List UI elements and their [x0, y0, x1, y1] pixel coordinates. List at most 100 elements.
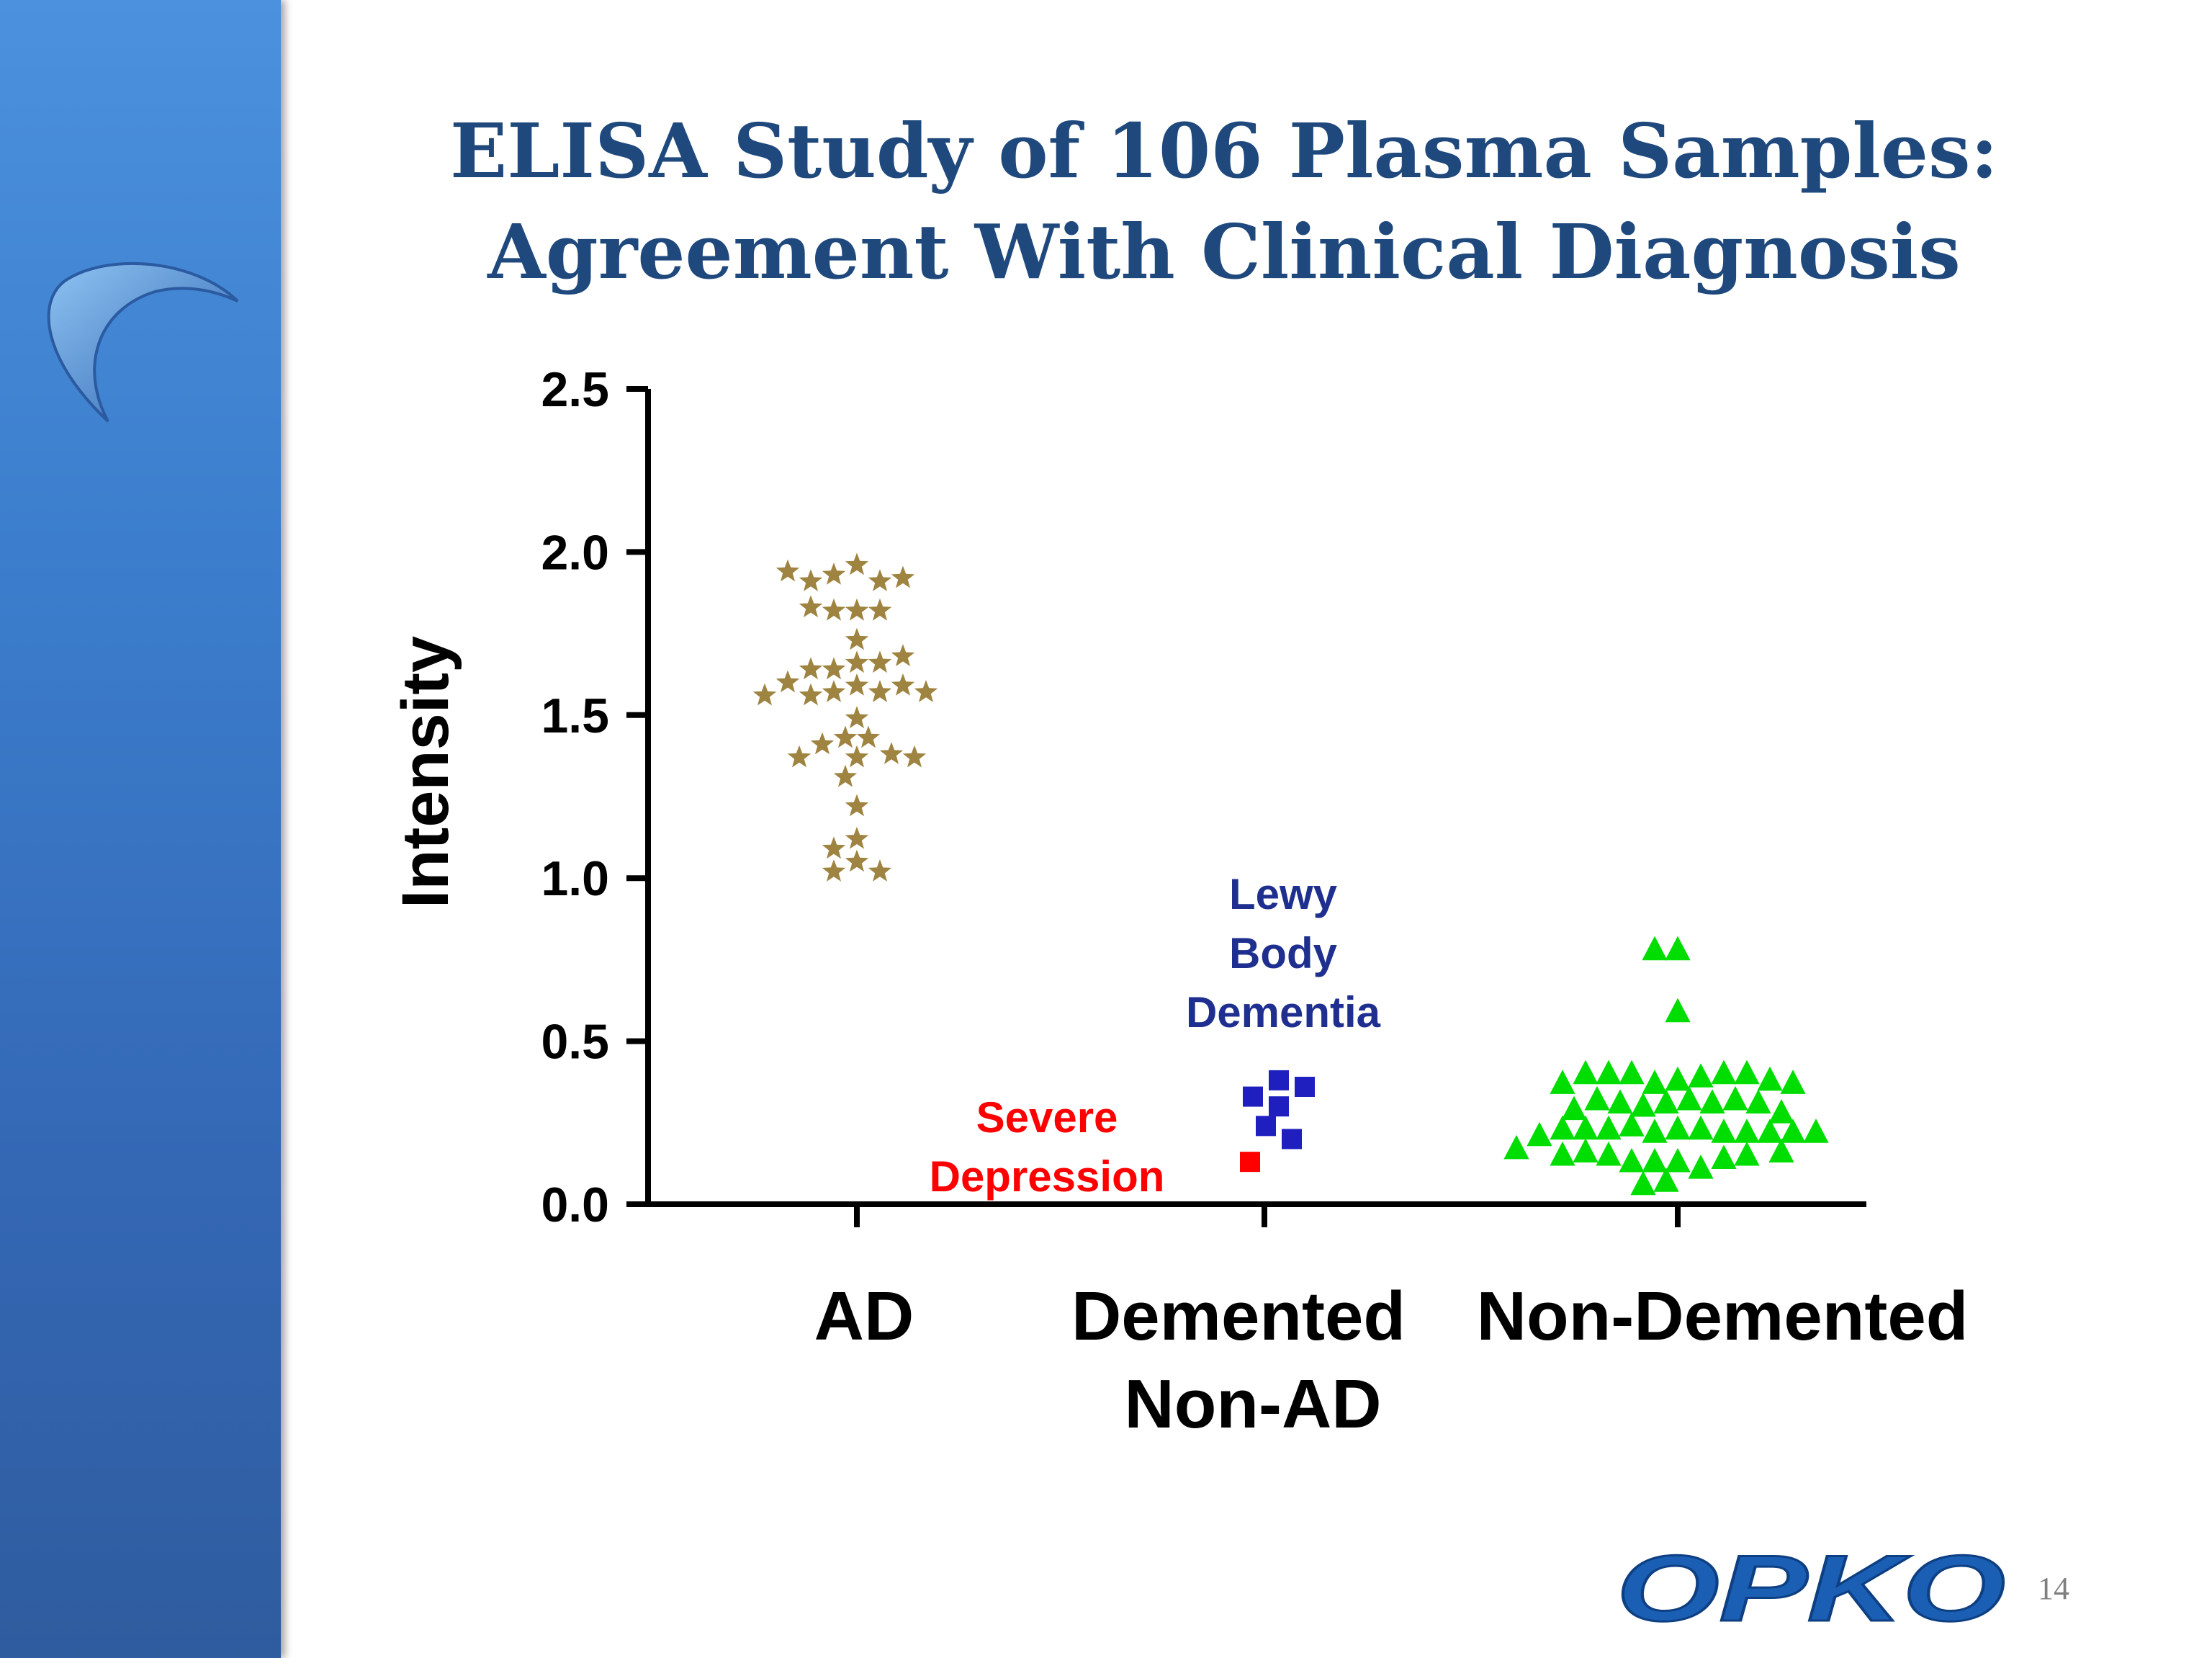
- star-data-point: [879, 742, 904, 764]
- triangle-data-point: [1711, 1119, 1737, 1143]
- triangle-data-point: [1607, 1089, 1633, 1114]
- triangle-data-point: [1688, 1115, 1714, 1140]
- triangle-data-point: [1596, 1059, 1622, 1085]
- triangle-data-point: [1573, 1138, 1599, 1162]
- star-data-point: [799, 657, 823, 680]
- star-data-point: [822, 563, 846, 585]
- triangle-data-point: [1503, 1134, 1529, 1160]
- category-label-ad: AD: [814, 1278, 914, 1355]
- star-data-point: [891, 644, 915, 666]
- star-data-point: [833, 725, 858, 748]
- triangle-data-point: [1642, 1119, 1668, 1143]
- star-data-point: [902, 745, 927, 768]
- data-points: [752, 552, 1829, 1196]
- triangle-data-point: [1665, 1115, 1691, 1140]
- triangle-data-point: [1550, 1070, 1575, 1094]
- annotation-depression-line2: Depression: [930, 1152, 1165, 1201]
- square-data-point: [1269, 1096, 1289, 1117]
- star-data-point: [856, 725, 881, 748]
- title-line-1: ELISA Study of 106 Plasma Samples:: [450, 107, 1998, 195]
- y-tick-label: 2.5: [541, 362, 609, 417]
- y-ticks: 0.0 0.5 1.0 1.5 2.0 2.5: [541, 362, 648, 1232]
- triangle-data-point: [1780, 1070, 1806, 1094]
- y-tick-label: 1.0: [541, 851, 609, 906]
- triangle-data-point: [1768, 1138, 1794, 1162]
- star-data-point: [845, 706, 869, 729]
- star-data-point: [845, 598, 869, 621]
- annotation-depression-line1: Severe: [976, 1093, 1118, 1142]
- x-ticks: [854, 1204, 1681, 1227]
- triangle-data-point: [1722, 1085, 1748, 1111]
- star-data-point: [914, 680, 938, 702]
- opko-logo-text: OPKO: [1617, 1545, 2005, 1639]
- star-data-point: [822, 680, 846, 702]
- category-labels: AD Demented Non-AD Non-Demented: [814, 1278, 1969, 1443]
- square-data-point: [1243, 1086, 1263, 1107]
- triangle-data-point: [1619, 1147, 1645, 1173]
- star-data-point: [845, 745, 869, 768]
- triangle-data-point: [1688, 1063, 1714, 1088]
- triangle-data-point: [1699, 1089, 1725, 1114]
- triangle-data-point: [1573, 1059, 1599, 1085]
- opko-logo: OPKO: [1616, 1545, 2007, 1639]
- star-data-point: [822, 657, 846, 680]
- triangle-data-point: [1550, 1115, 1575, 1140]
- star-data-point: [799, 683, 823, 706]
- star-data-point: [810, 732, 835, 755]
- triangle-data-point: [1619, 1112, 1645, 1137]
- star-data-point: [833, 764, 858, 787]
- title-line-2: Agreement With Clinical Diagnosis: [487, 207, 1961, 296]
- triangle-data-point: [1757, 1066, 1783, 1091]
- triangle-data-point: [1734, 1119, 1760, 1143]
- triangle-data-point: [1768, 1099, 1794, 1124]
- annotation-lewy-line3: Dementia: [1186, 988, 1381, 1036]
- y-tick-label: 0.5: [541, 1015, 609, 1070]
- triangle-data-point: [1653, 1168, 1679, 1192]
- star-data-point: [845, 650, 869, 673]
- triangle-data-point: [1745, 1089, 1771, 1114]
- triangle-data-point: [1711, 1144, 1737, 1170]
- triangle-data-point: [1550, 1141, 1575, 1166]
- category-label-non-ad: Non-AD: [1124, 1366, 1381, 1443]
- triangle-data-point: [1757, 1119, 1783, 1143]
- star-data-point: [845, 673, 869, 696]
- triangle-data-point: [1527, 1121, 1552, 1147]
- triangle-data-point: [1642, 936, 1668, 961]
- triangle-data-point: [1665, 1147, 1691, 1173]
- y-tick-label: 0.0: [541, 1178, 609, 1232]
- star-data-point: [822, 598, 846, 621]
- sidebar-panel: [0, 0, 281, 1658]
- star-data-point: [868, 680, 892, 702]
- triangle-data-point: [1734, 1141, 1760, 1166]
- triangle-data-point: [1642, 1070, 1668, 1094]
- star-data-point: [891, 673, 915, 696]
- star-data-point: [845, 627, 869, 650]
- square-data-point: [1240, 1152, 1260, 1173]
- triangle-data-point: [1584, 1085, 1610, 1111]
- slide-title: ELISA Study of 106 Plasma Samples: Agree…: [302, 101, 2146, 303]
- page-number: 14: [2038, 1571, 2069, 1606]
- triangle-data-point: [1630, 1092, 1656, 1117]
- triangle-data-point: [1596, 1115, 1622, 1140]
- chart-axes: [645, 389, 1866, 1207]
- triangle-data-point: [1653, 1089, 1679, 1114]
- star-data-point: [845, 794, 869, 817]
- triangle-data-point: [1619, 1059, 1645, 1085]
- triangle-data-point: [1642, 1147, 1668, 1173]
- annotation-lewy-line2: Body: [1229, 929, 1338, 977]
- triangle-data-point: [1711, 1059, 1737, 1085]
- y-axis-label: Intensity: [389, 636, 462, 908]
- star-data-point: [891, 565, 915, 588]
- star-data-point: [752, 683, 777, 706]
- star-data-point: [822, 859, 846, 882]
- triangle-data-point: [1688, 1154, 1714, 1179]
- y-tick-label: 2.0: [541, 525, 609, 580]
- category-label-demented: Demented: [1071, 1278, 1406, 1355]
- triangle-data-point: [1596, 1141, 1622, 1166]
- star-data-point: [845, 826, 869, 849]
- star-data-point: [822, 836, 846, 859]
- square-data-point: [1282, 1129, 1302, 1150]
- triangle-data-point: [1803, 1119, 1829, 1143]
- triangle-data-point: [1665, 1066, 1691, 1091]
